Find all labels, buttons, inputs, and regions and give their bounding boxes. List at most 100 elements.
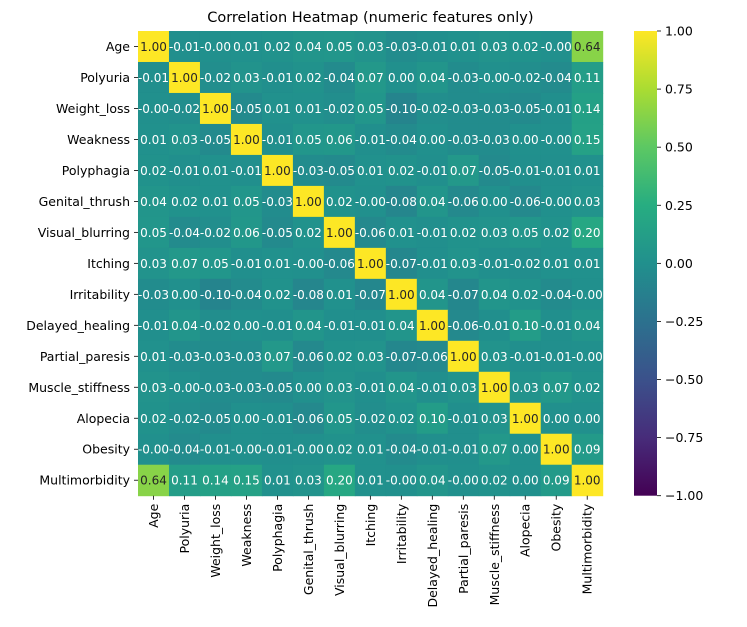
cell-value-label-6-9: -0.01: [417, 226, 448, 240]
y-tick-label-7: Itching: [87, 256, 130, 271]
heatmap-cell-3-13: [540, 123, 573, 156]
colorbar: [634, 31, 657, 496]
x-tick-label-6: Visual_blurring: [332, 504, 347, 596]
cell-value-label-3-7: -0.01: [355, 133, 386, 147]
cell-value-label-3-3: 1.00: [233, 133, 260, 147]
cell-value-label-4-10: 0.07: [450, 164, 477, 178]
cell-value-label-2-13: -0.01: [541, 102, 572, 116]
heatmap-cell-12-10: [447, 402, 480, 435]
cell-value-label-3-2: -0.05: [200, 133, 231, 147]
cell-value-label-4-6: -0.05: [324, 164, 355, 178]
colorbar-tick-label-7: −0.75: [665, 430, 703, 445]
x-tick-label-1: Polyuria: [177, 504, 192, 554]
heatmap-cell-1-7: [354, 61, 387, 94]
cell-value-label-9-13: -0.01: [541, 319, 572, 333]
cell-value-label-10-7: 0.03: [357, 350, 384, 364]
heatmap-cell-9-11: [478, 309, 511, 342]
cell-value-label-5-2: 0.01: [202, 195, 229, 209]
heatmap-cell-8-3: [230, 278, 263, 311]
cell-value-label-3-14: 0.15: [574, 133, 601, 147]
colorbar-tick-label-4: 0.00: [665, 256, 693, 271]
cell-value-label-3-6: 0.06: [326, 133, 353, 147]
heatmap-cell-10-4: [261, 340, 294, 373]
cell-value-label-3-4: -0.01: [262, 133, 293, 147]
heatmap-cell-13-9: [416, 433, 449, 466]
y-tick-label-8: Irritability: [70, 287, 131, 302]
heatmap-cell-11-0: [138, 371, 170, 404]
heatmap-cell-14-1: [168, 464, 201, 497]
heatmap-cell-5-9: [416, 185, 449, 218]
cell-value-label-0-1: -0.01: [169, 40, 200, 54]
cell-value-label-1-8: 0.00: [388, 71, 415, 85]
heatmap-cell-7-12: [509, 247, 542, 280]
cell-value-label-14-6: 0.20: [326, 474, 353, 488]
cell-value-label-7-8: -0.07: [386, 257, 417, 271]
heatmap-cell-4-11: [478, 154, 511, 187]
cell-value-label-10-14: -0.00: [572, 350, 603, 364]
cell-value-label-2-4: 0.01: [264, 102, 291, 116]
cell-value-label-6-8: 0.01: [388, 226, 415, 240]
cell-value-label-9-0: -0.01: [138, 319, 169, 333]
heatmap-cell-11-10: [447, 371, 480, 404]
heatmap-cell-0-2: [199, 31, 232, 63]
cell-value-label-8-1: 0.00: [171, 288, 198, 302]
heatmap-cell-8-12: [509, 278, 542, 311]
heatmap-cell-2-13: [540, 92, 573, 125]
cell-value-label-14-0: 0.64: [140, 474, 167, 488]
heatmap-cell-6-12: [509, 216, 542, 249]
heatmap-cell-4-8: [385, 154, 418, 187]
heatmap-cell-10-9: [416, 340, 449, 373]
heatmap-cell-7-7: [354, 247, 387, 280]
heatmap-cell-8-5: [292, 278, 325, 311]
cell-value-label-1-10: -0.03: [448, 71, 479, 85]
cell-value-label-4-11: -0.05: [479, 164, 510, 178]
heatmap-cell-9-0: [138, 309, 170, 342]
heatmap-cell-2-3: [230, 92, 263, 125]
heatmap-cell-1-8: [385, 61, 418, 94]
heatmap-cell-3-12: [509, 123, 542, 156]
cell-value-label-12-13: 0.00: [543, 412, 570, 426]
heatmap-cell-14-6: [323, 464, 356, 497]
cell-value-label-6-3: 0.06: [233, 226, 260, 240]
cell-value-label-11-3: -0.03: [231, 381, 262, 395]
heatmap-cell-8-2: [199, 278, 232, 311]
cell-value-label-10-2: -0.03: [200, 350, 231, 364]
heatmap-cell-2-7: [354, 92, 387, 125]
heatmap-cell-11-7: [354, 371, 387, 404]
cell-value-label-11-0: 0.03: [140, 381, 167, 395]
cell-value-label-4-8: 0.02: [388, 164, 415, 178]
heatmap-cell-14-9: [416, 464, 449, 497]
x-tick-labels: Age Polyuria Weight_loss Weakness Polyphagia…: [146, 495, 595, 607]
heatmap-cell-14-10: [447, 464, 480, 497]
heatmap-cell-8-11: [478, 278, 511, 311]
heatmap-cell-4-9: [416, 154, 449, 187]
cell-value-label-8-14: -0.00: [572, 288, 603, 302]
cell-value-label-5-1: 0.02: [171, 195, 198, 209]
cell-value-label-0-3: 0.01: [233, 40, 260, 54]
heatmap-cell-0-3: [230, 31, 263, 63]
heatmap-cell-8-8: [385, 278, 418, 311]
x-tick-label-0: Age: [146, 503, 161, 527]
cell-value-label-4-0: 0.02: [140, 164, 167, 178]
x-tick-label-8: Irritability: [394, 503, 409, 564]
heatmap-cell-10-1: [168, 340, 201, 373]
heatmap-cell-2-6: [323, 92, 356, 125]
cell-value-label-11-7: -0.01: [355, 381, 386, 395]
heatmap-cell-5-12: [509, 185, 542, 218]
heatmap-cell-11-3: [230, 371, 263, 404]
cell-value-label-12-7: -0.02: [355, 412, 386, 426]
heatmap-cell-0-0: [138, 31, 170, 63]
heatmap-cell-12-11: [478, 402, 511, 435]
y-tick-label-6: Visual_blurring: [38, 225, 130, 240]
heatmap-cell-11-2: [199, 371, 232, 404]
cell-value-label-4-4: 1.00: [264, 164, 291, 178]
heatmap-cell-5-0: [138, 185, 170, 218]
cell-value-label-9-1: 0.04: [171, 319, 198, 333]
heatmap-cell-5-11: [478, 185, 511, 218]
heatmap-cell-1-12: [509, 61, 542, 94]
cell-value-label-4-12: -0.01: [510, 164, 541, 178]
heatmap-cell-6-0: [138, 216, 170, 249]
cell-value-label-12-6: 0.05: [326, 412, 353, 426]
cell-value-label-7-3: -0.01: [231, 257, 262, 271]
cell-value-label-13-3: -0.00: [231, 443, 262, 457]
